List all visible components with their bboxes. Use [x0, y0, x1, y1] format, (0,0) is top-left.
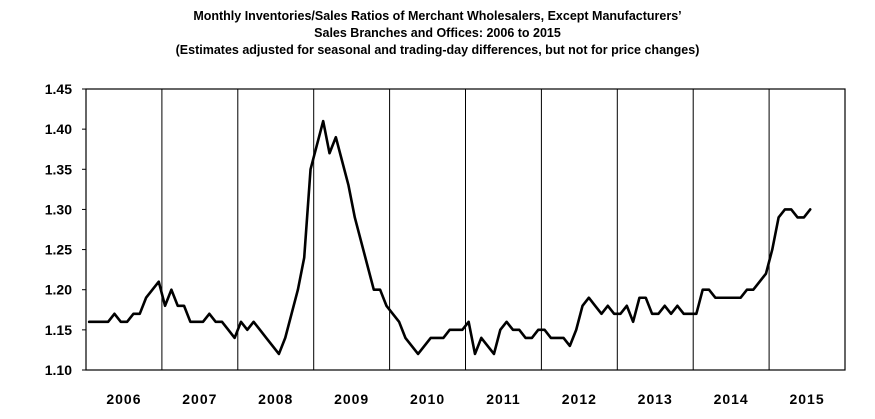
y-axis: 1.10 1.15 1.20 1.25 1.30 1.35 1.40 1.45: [45, 81, 86, 378]
chart-title: Monthly Inventories/Sales Ratios of Merc…: [193, 9, 682, 23]
x-year-label: 2015: [789, 391, 824, 407]
x-year-label: 2008: [258, 391, 293, 407]
series-layer: [87, 119, 812, 356]
y-tick-label: 1.30: [45, 201, 72, 217]
x-year-label: 2007: [182, 391, 217, 407]
plot-area-frame: [85, 88, 846, 371]
x-year-label: 2012: [562, 391, 597, 407]
x-year-label: 2010: [410, 391, 445, 407]
chart-title-block: Monthly Inventories/Sales Ratios of Merc…: [0, 8, 875, 59]
y-tick-label: 1.45: [45, 81, 72, 97]
x-year-label: 2011: [486, 391, 520, 407]
chart-title-line-2: Sales Branches and Offices: 2006 to 2015: [314, 26, 561, 40]
y-tick-label: 1.20: [45, 282, 72, 298]
x-year-label: 2006: [106, 391, 141, 407]
series-line: [87, 119, 812, 356]
x-year-label: 2009: [334, 391, 369, 407]
year-separator-grid: [161, 89, 770, 370]
chart-subtitle: (Estimates adjusted for seasonal and tra…: [175, 43, 700, 57]
x-year-label: 2014: [714, 391, 749, 407]
x-year-label: 2013: [638, 391, 673, 407]
y-tick-label: 1.10: [45, 362, 72, 378]
y-tick-label: 1.40: [45, 121, 72, 137]
y-tick-label: 1.15: [45, 322, 72, 338]
y-tick-label: 1.25: [45, 242, 72, 258]
x-axis: 2006 2007 2008 2009 2010 2011 2012 2013 2014 2015: [106, 391, 824, 407]
y-tick-label: 1.35: [45, 161, 72, 177]
